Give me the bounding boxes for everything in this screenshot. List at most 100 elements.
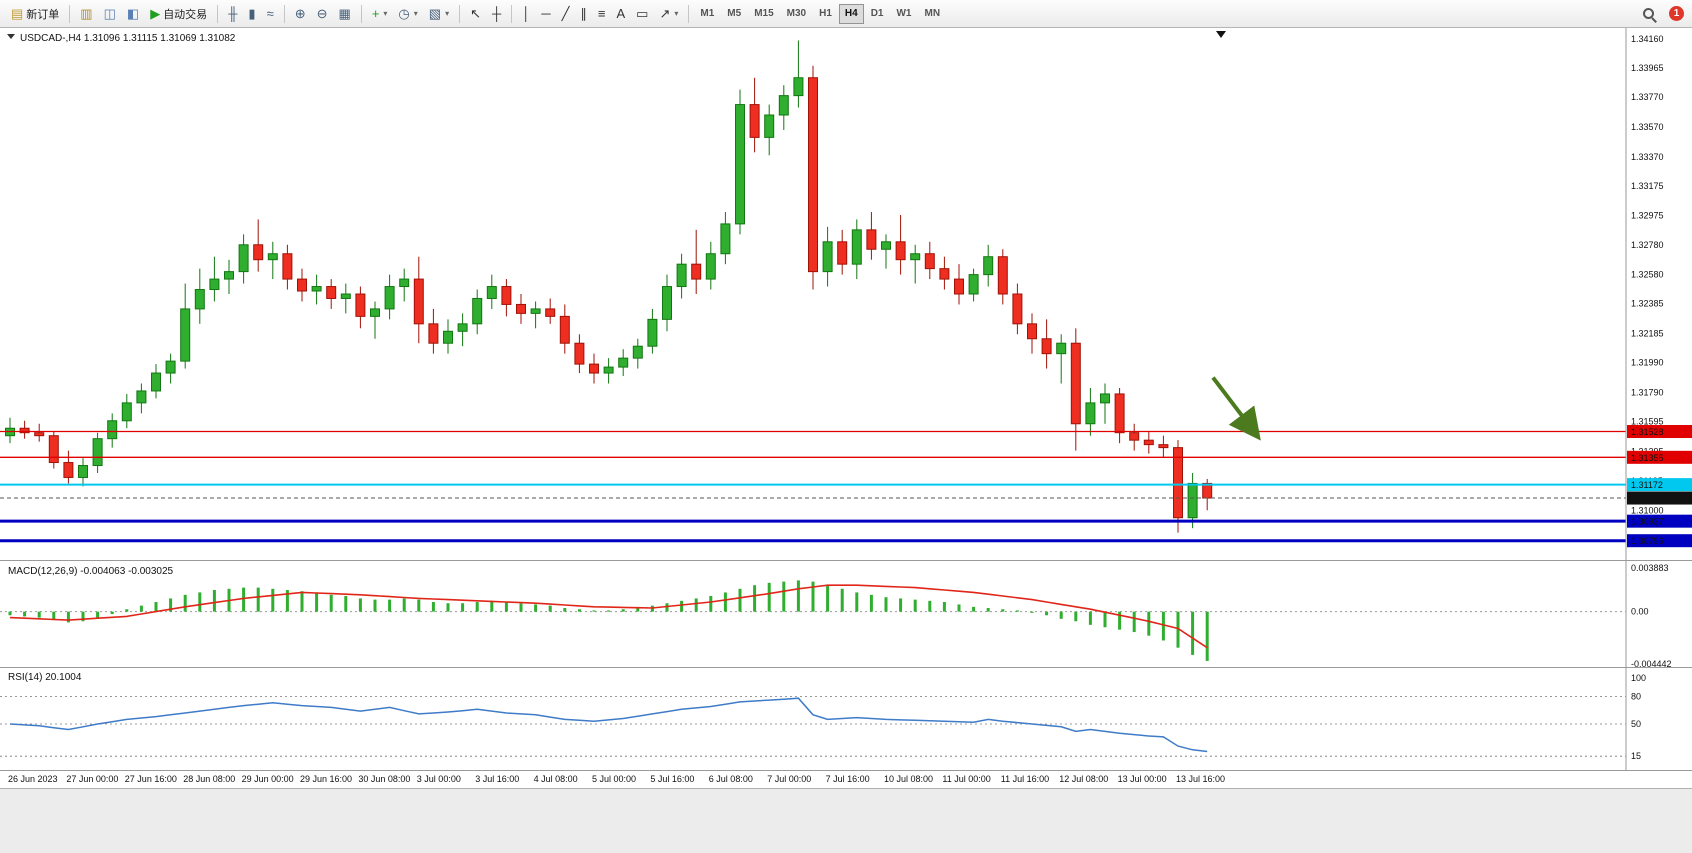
dropdown-arrow-icon: ▾ [674, 9, 679, 18]
templates-button[interactable]: ▧ ▾ [424, 3, 454, 25]
arrows-tool-icon: ↗ [659, 6, 671, 21]
toolbar-right: 1 [1641, 6, 1684, 23]
candle [428, 308, 439, 354]
rsi-label: RSI(14) 20.1004 [8, 672, 82, 683]
horizontal-lines [0, 430, 1626, 543]
horizontal-line-icon: ─ [541, 6, 551, 21]
bar-chart-mode-button[interactable]: ╫ [223, 3, 242, 25]
data-window-icon: ◫ [103, 6, 116, 21]
time-axis-label: 27 Jun 00:00 [66, 774, 118, 784]
timeframe-m5-button[interactable]: M5 [721, 4, 747, 24]
time-axis-label: 4 Jul 08:00 [534, 774, 578, 784]
vertical-line-button[interactable]: │ [517, 3, 535, 25]
timeframe-mn-button[interactable]: MN [918, 4, 946, 24]
toolbar-separator [217, 4, 219, 23]
trendline-button[interactable]: ╱ [557, 3, 575, 25]
candle [282, 244, 293, 290]
scroll-to-end-marker[interactable] [1216, 31, 1226, 38]
candle [866, 211, 877, 260]
candle [1129, 423, 1140, 451]
candle [384, 274, 395, 320]
candle [326, 279, 337, 309]
time-axis[interactable]: 26 Jun 2023 27 Jun 00:00 27 Jun 16:00 28 Ju… [8, 774, 1225, 784]
candle [180, 283, 191, 369]
periods-button[interactable]: ◷ ▾ [393, 3, 422, 25]
candle [603, 358, 614, 384]
annotation-arrow[interactable] [1211, 376, 1261, 441]
macd-panel: 0.003883 0.00 -0.004442 [0, 563, 1672, 669]
zoom-in-button[interactable]: ⊕ [290, 3, 311, 25]
candlesticks [5, 40, 1213, 533]
market-watch-button[interactable]: ▥ [75, 3, 97, 25]
candlestick-mode-button[interactable]: ▮ [243, 3, 260, 25]
new-order-button[interactable]: ▤ 新订单 [6, 3, 64, 25]
annotation-layer [1211, 376, 1261, 441]
dropdown-arrow-icon: ▾ [445, 9, 450, 18]
candle [530, 301, 541, 329]
candle [924, 241, 935, 280]
candle [808, 65, 818, 290]
cursor-button[interactable]: ↖ [465, 3, 486, 25]
candle [355, 286, 366, 329]
text-button[interactable]: A [611, 3, 630, 25]
target-line-1-price-tag: 1.30927 [1627, 514, 1692, 528]
notifications-badge[interactable]: 1 [1669, 6, 1684, 21]
time-axis-label: 3 Jul 16:00 [475, 774, 519, 784]
candle [1114, 387, 1125, 444]
zoom-out-button[interactable]: ⊖ [312, 3, 333, 25]
horizontal-line-button[interactable]: ─ [536, 3, 555, 25]
autotrading-icon: ▶ [150, 6, 161, 21]
data-window-button[interactable]: ◫ [99, 3, 121, 25]
tile-windows-button[interactable]: ▦ [334, 3, 356, 25]
candle [34, 423, 45, 442]
timeframe-h1-button[interactable]: H1 [813, 4, 838, 24]
timeframe-h4-button[interactable]: H4 [838, 3, 864, 24]
macd-label: MACD(12,26,9) -0.004063 -0.003025 [8, 566, 174, 577]
timeframe-m30-button[interactable]: M30 [781, 4, 812, 24]
text-label-button[interactable]: ▭ [631, 3, 653, 25]
search-lens [1643, 7, 1654, 19]
timeframe-m15-button[interactable]: M15 [748, 4, 779, 24]
timeframe-w1-button[interactable]: W1 [890, 4, 917, 24]
resistance-line-2-price-tag: 1.31355 [1627, 450, 1692, 464]
line-chart-mode-button[interactable]: ≈ [262, 3, 279, 25]
current-price-line-price-tag: 1.31082 [1627, 491, 1692, 505]
svg-text:1.31528: 1.31528 [1631, 427, 1664, 437]
arrows-tool-button[interactable]: ↗ ▾ [654, 3, 683, 25]
timeframe-d1-button[interactable]: D1 [865, 4, 890, 24]
crosshair-button[interactable]: ┼ [487, 3, 506, 25]
market-watch-icon: ▥ [80, 6, 93, 21]
candle [340, 283, 351, 314]
price-axis-label: 1.32780 [1631, 240, 1664, 250]
candle [413, 256, 424, 344]
chart-menu-icon[interactable] [7, 34, 15, 39]
equidistant-channel-button[interactable]: ∥ [575, 3, 592, 25]
candle [194, 268, 205, 324]
time-axis-label: 29 Jun 00:00 [242, 774, 294, 784]
candle [1056, 334, 1067, 384]
toolbar-buttons: ▤ 新订单 ▥ ◫ ◧ ▶ 自动交易 ╫ ▮ ≈ ⊕ ⊖ ▦ + ▾ ◷ ▾ ▧ ▾ ↖ ┼ │ ─ ╱ ∥ ≡ A ▭ ↗ ▾ M1 M5 M… [6, 3, 946, 25]
navigator-button[interactable]: ◧ [122, 3, 144, 25]
resistance-line-1-price-tag: 1.31528 [1627, 425, 1692, 439]
candle [151, 364, 161, 399]
search-icon[interactable] [1641, 6, 1657, 23]
indicators-button[interactable]: + ▾ [367, 3, 393, 25]
price-axis[interactable]: 1.34160 1.33965 1.33770 1.33570 1.33370 1.331… [1631, 34, 1664, 515]
candle [1143, 431, 1154, 454]
fibonacci-button[interactable]: ≡ [593, 3, 611, 25]
vertical-line-icon: │ [522, 6, 531, 21]
candle [764, 104, 775, 156]
timeframe-m1-button[interactable]: M1 [694, 4, 720, 24]
toolbar: ▤ 新订单 ▥ ◫ ◧ ▶ 自动交易 ╫ ▮ ≈ ⊕ ⊖ ▦ + ▾ ◷ ▾ ▧ ▾ ↖ ┼ │ ─ ╱ ∥ ≡ A ▭ ↗ ▾ M1 M5 M… [0, 0, 1692, 28]
autotrading-button[interactable]: ▶ 自动交易 [145, 3, 212, 25]
price-axis-label: 1.33570 [1631, 122, 1664, 132]
candle [516, 294, 526, 324]
trendline-icon: ╱ [561, 6, 570, 21]
price-axis-label: 1.32185 [1631, 329, 1664, 339]
candle [1085, 387, 1096, 436]
candle [48, 431, 59, 469]
candle [486, 274, 497, 309]
candle [910, 244, 921, 284]
candle [1041, 319, 1052, 369]
